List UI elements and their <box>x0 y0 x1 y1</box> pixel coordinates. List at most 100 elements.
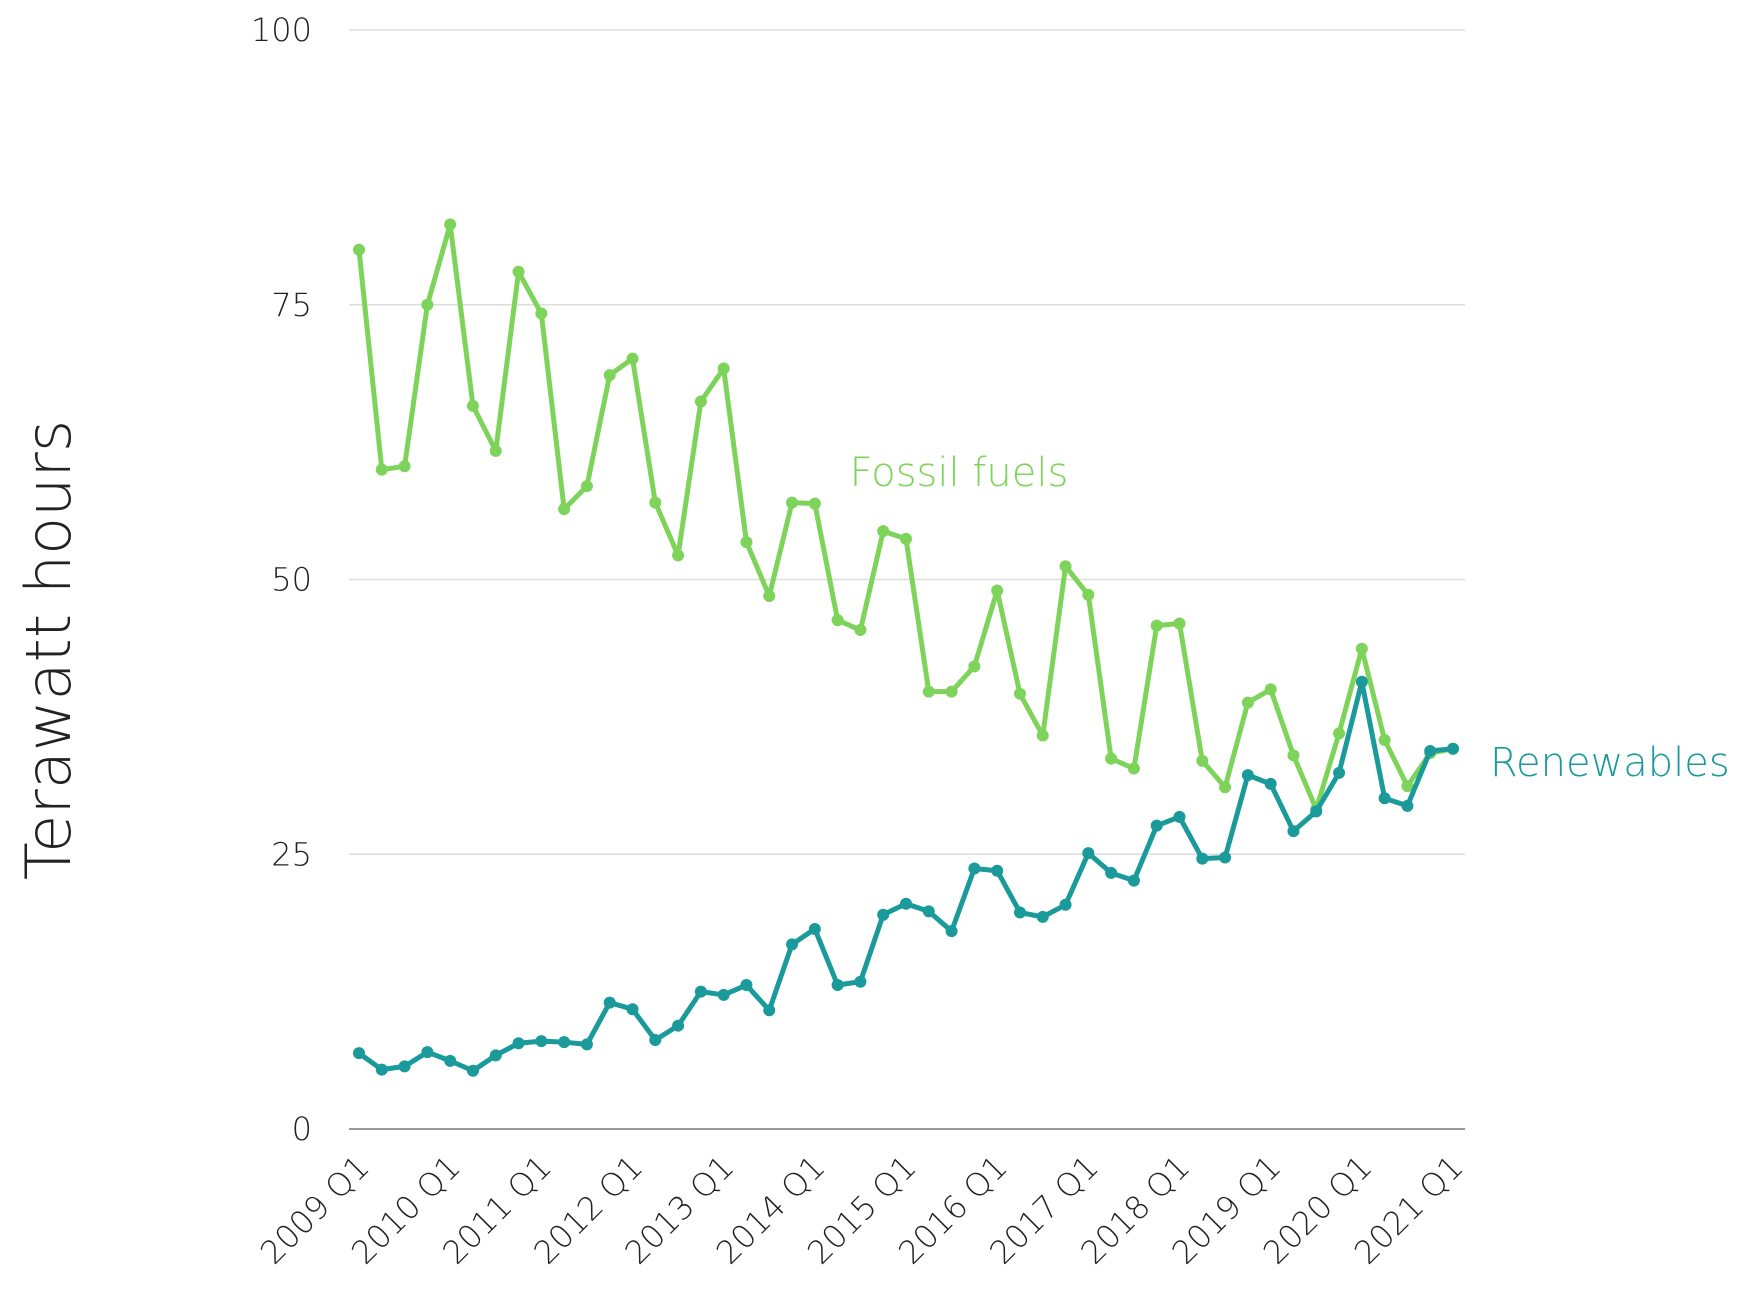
data-point <box>535 1035 548 1048</box>
data-point <box>991 864 1004 877</box>
data-point <box>854 975 867 988</box>
data-point <box>1447 742 1459 755</box>
data-point <box>398 460 411 473</box>
series-label: Renewables <box>1490 740 1730 786</box>
data-point <box>1401 780 1414 793</box>
data-point <box>512 1037 525 1050</box>
data-point <box>900 532 912 545</box>
data-point <box>1401 799 1414 812</box>
data-point <box>854 624 867 637</box>
data-point <box>672 549 685 562</box>
data-point <box>1219 851 1232 864</box>
data-point <box>1036 729 1049 742</box>
data-point <box>1355 675 1368 688</box>
data-point <box>353 243 365 256</box>
data-point <box>694 395 707 408</box>
data-point <box>1150 819 1163 832</box>
y-tick-label: 25 <box>271 835 312 873</box>
data-point <box>694 985 707 998</box>
y-tick-label: 50 <box>271 561 312 599</box>
data-point <box>1013 687 1026 700</box>
data-point <box>1082 588 1095 601</box>
data-point <box>1127 762 1140 775</box>
data-point <box>1127 874 1140 887</box>
data-point <box>968 862 981 875</box>
data-point <box>1355 642 1368 655</box>
data-point <box>375 1063 388 1076</box>
data-point <box>1173 617 1186 630</box>
data-point <box>717 988 730 1001</box>
data-point <box>558 503 571 516</box>
data-point <box>558 1036 571 1049</box>
data-point <box>1241 769 1254 782</box>
y-tick-label: 75 <box>271 286 312 324</box>
data-point <box>1036 910 1049 923</box>
data-point <box>580 1038 593 1051</box>
data-point <box>922 685 935 698</box>
data-point <box>740 979 753 992</box>
data-point <box>398 1060 411 1073</box>
y-tick-label: 0 <box>292 1110 312 1148</box>
data-point <box>831 614 844 627</box>
data-point <box>1378 733 1391 746</box>
data-point <box>717 362 730 375</box>
data-point <box>580 480 593 493</box>
data-point <box>945 925 958 938</box>
data-point <box>1241 696 1254 709</box>
data-point <box>1150 619 1163 632</box>
data-point <box>1219 781 1232 794</box>
data-point <box>1196 852 1209 865</box>
data-point <box>353 1047 365 1060</box>
data-point <box>786 938 799 951</box>
data-point <box>466 1064 479 1077</box>
data-point <box>1196 754 1209 767</box>
data-point <box>1310 805 1323 818</box>
data-point <box>831 979 844 992</box>
data-point <box>672 1019 685 1032</box>
data-point <box>1287 825 1300 838</box>
data-point <box>512 265 525 278</box>
data-point <box>626 1003 639 1016</box>
data-point <box>1287 749 1300 762</box>
y-tick-label: 100 <box>251 11 312 49</box>
series-line <box>356 222 1454 812</box>
data-point <box>945 685 958 698</box>
data-point <box>900 897 912 910</box>
data-point <box>1105 752 1118 765</box>
data-point <box>991 584 1004 597</box>
data-point <box>1424 744 1437 757</box>
data-point <box>1059 560 1072 573</box>
data-point <box>375 463 388 476</box>
data-point <box>489 444 502 457</box>
data-point <box>763 1004 776 1017</box>
data-point <box>626 352 639 365</box>
data-point <box>1013 906 1026 919</box>
data-point <box>649 1033 662 1046</box>
data-point <box>649 496 662 509</box>
data-point <box>466 399 479 412</box>
data-point <box>489 1049 502 1062</box>
data-point <box>808 922 821 935</box>
data-point <box>808 497 821 510</box>
data-point <box>603 996 616 1009</box>
series-label: Fossil fuels <box>850 450 1069 496</box>
data-point <box>535 307 548 320</box>
data-point <box>968 660 981 673</box>
data-point <box>877 908 890 921</box>
data-point <box>877 525 890 538</box>
data-point <box>922 905 935 918</box>
data-point <box>1082 847 1095 860</box>
data-point <box>444 218 457 231</box>
y-axis-label: Terawatt hours <box>12 420 85 880</box>
data-point <box>763 589 776 602</box>
data-point <box>740 536 753 549</box>
data-point <box>786 496 799 509</box>
data-point <box>1059 898 1072 911</box>
data-point <box>1378 792 1391 805</box>
data-point <box>1264 777 1277 790</box>
data-point <box>1333 766 1346 779</box>
data-point <box>421 1046 434 1059</box>
data-point <box>421 298 434 311</box>
data-point <box>1333 727 1346 740</box>
